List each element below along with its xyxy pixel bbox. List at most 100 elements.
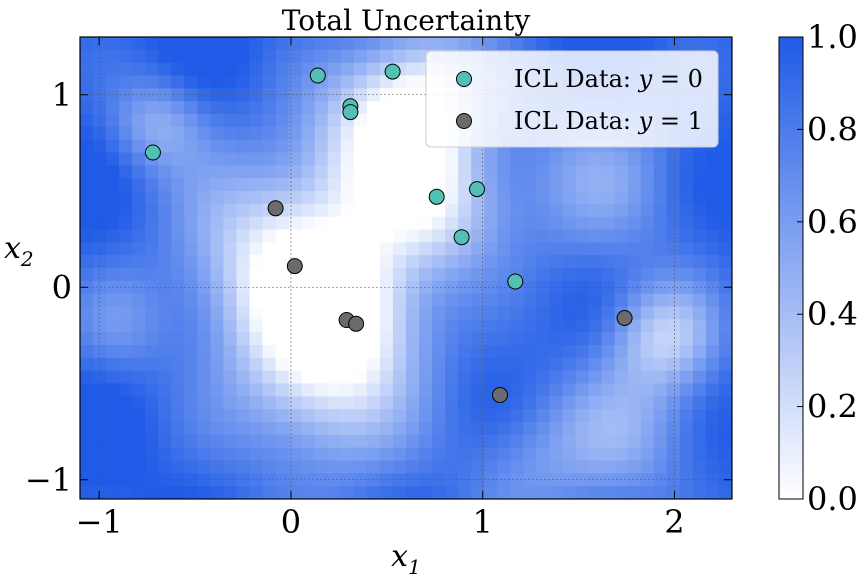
- heatmap-cell: [705, 306, 720, 320]
- heatmap-cell: [366, 242, 381, 256]
- heatmap-cell: [366, 203, 381, 218]
- heatmap-cell: [601, 319, 616, 333]
- heatmap-cell: [145, 396, 159, 410]
- heatmap-cell: [184, 268, 198, 282]
- heatmap-cell: [718, 396, 732, 410]
- heatmap-cell: [366, 460, 381, 474]
- heatmap-cell: [653, 345, 668, 359]
- heatmap-cell: [640, 447, 655, 462]
- heatmap-cell: [627, 293, 642, 308]
- heatmap-cell: [262, 383, 277, 397]
- heatmap-cell: [445, 216, 459, 231]
- heatmap-cell: [705, 357, 720, 372]
- heatmap-cell: [301, 486, 316, 499]
- heatmap-cell: [549, 383, 564, 397]
- heatmap-cell: [471, 242, 485, 256]
- heatmap-cell: [406, 319, 420, 333]
- heatmap-cell: [392, 460, 407, 474]
- heatmap-cell: [445, 409, 459, 423]
- heatmap-cell: [301, 396, 316, 410]
- heatmap-cell: [340, 229, 355, 243]
- heatmap-cell: [327, 332, 342, 346]
- heatmap-cell: [562, 422, 577, 436]
- heatmap-cell: [106, 75, 120, 89]
- heatmap-cell: [497, 242, 511, 256]
- heatmap-cell: [406, 460, 420, 474]
- legend: ICL Data: y = 0 ICL Data: y = 1: [425, 50, 719, 148]
- heatmap-cell: [379, 306, 394, 320]
- heatmap-cell: [158, 268, 172, 282]
- heatmap-cell: [588, 37, 603, 51]
- heatmap-cell: [158, 37, 172, 51]
- heatmap-cell: [432, 345, 446, 359]
- heatmap-cell: [588, 255, 603, 269]
- heatmap-cell: [171, 178, 185, 192]
- heatmap-cell: [93, 178, 107, 192]
- heatmap-cell: [158, 229, 172, 243]
- heatmap-cell: [549, 447, 564, 462]
- heatmap-cell: [627, 255, 642, 269]
- heatmap-cell: [210, 203, 225, 218]
- heatmap-cell: [184, 152, 198, 166]
- heatmap-cell: [445, 293, 459, 308]
- heatmap-cell: [236, 242, 251, 256]
- heatmap-cell: [80, 460, 94, 474]
- heatmap-cell: [132, 191, 146, 205]
- heatmap-cell: [705, 422, 720, 436]
- heatmap-cell: [236, 191, 251, 205]
- heatmap-cell: [158, 216, 172, 231]
- heatmap-cell: [432, 383, 446, 397]
- heatmap-cell: [510, 460, 524, 474]
- heatmap-cell: [497, 409, 511, 423]
- heatmap-cell: [249, 203, 264, 218]
- heatmap-cell: [197, 357, 211, 372]
- heatmap-cell: [497, 152, 511, 166]
- heatmap-cell: [510, 203, 524, 218]
- heatmap-cell: [366, 486, 381, 499]
- x-tick-label: 0: [281, 503, 301, 541]
- heatmap-cell: [497, 37, 511, 51]
- heatmap-cell: [236, 422, 251, 436]
- heatmap-cell: [458, 306, 472, 320]
- heatmap-cell: [692, 255, 707, 269]
- heatmap-cell: [432, 447, 446, 462]
- heatmap-cell: [458, 191, 472, 205]
- heatmap-cell: [366, 434, 381, 449]
- heatmap-cell: [392, 306, 407, 320]
- heatmap-cell: [614, 293, 629, 308]
- heatmap-cell: [419, 152, 433, 166]
- heatmap-cell: [497, 229, 511, 243]
- heatmap-cell: [562, 242, 577, 256]
- heatmap-cell: [288, 139, 303, 154]
- heatmap-cell: [432, 178, 446, 192]
- heatmap-cell: [171, 75, 185, 89]
- heatmap-cell: [106, 229, 120, 243]
- heatmap-cell: [406, 114, 420, 128]
- heatmap-cell: [119, 409, 133, 423]
- heatmap-cell: [406, 229, 420, 243]
- heatmap-cell: [327, 75, 342, 89]
- heatmap-cell: [236, 75, 251, 89]
- heatmap-cell: [210, 216, 225, 231]
- heatmap-cell: [119, 383, 133, 397]
- heatmap-cell: [223, 422, 238, 436]
- heatmap-cell: [705, 268, 720, 282]
- heatmap-cell: [340, 370, 355, 385]
- x-tick-label: −1: [76, 503, 123, 541]
- heatmap-cell: [640, 383, 655, 397]
- heatmap-cell: [249, 268, 264, 282]
- heatmap-cell: [471, 409, 485, 423]
- heatmap-cell: [406, 332, 420, 346]
- heatmap-cell: [484, 255, 498, 269]
- heatmap-cell: [679, 434, 694, 449]
- heatmap-cell: [236, 460, 251, 474]
- heatmap-cell: [523, 306, 537, 320]
- heatmap-cell: [705, 293, 720, 308]
- heatmap-cell: [80, 37, 94, 51]
- heatmap-cell: [510, 165, 524, 179]
- heatmap-cell: [340, 62, 355, 77]
- heatmap-cell: [419, 255, 433, 269]
- heatmap-cell: [223, 216, 238, 231]
- heatmap-cell: [249, 396, 264, 410]
- heatmap-cell: [145, 191, 159, 205]
